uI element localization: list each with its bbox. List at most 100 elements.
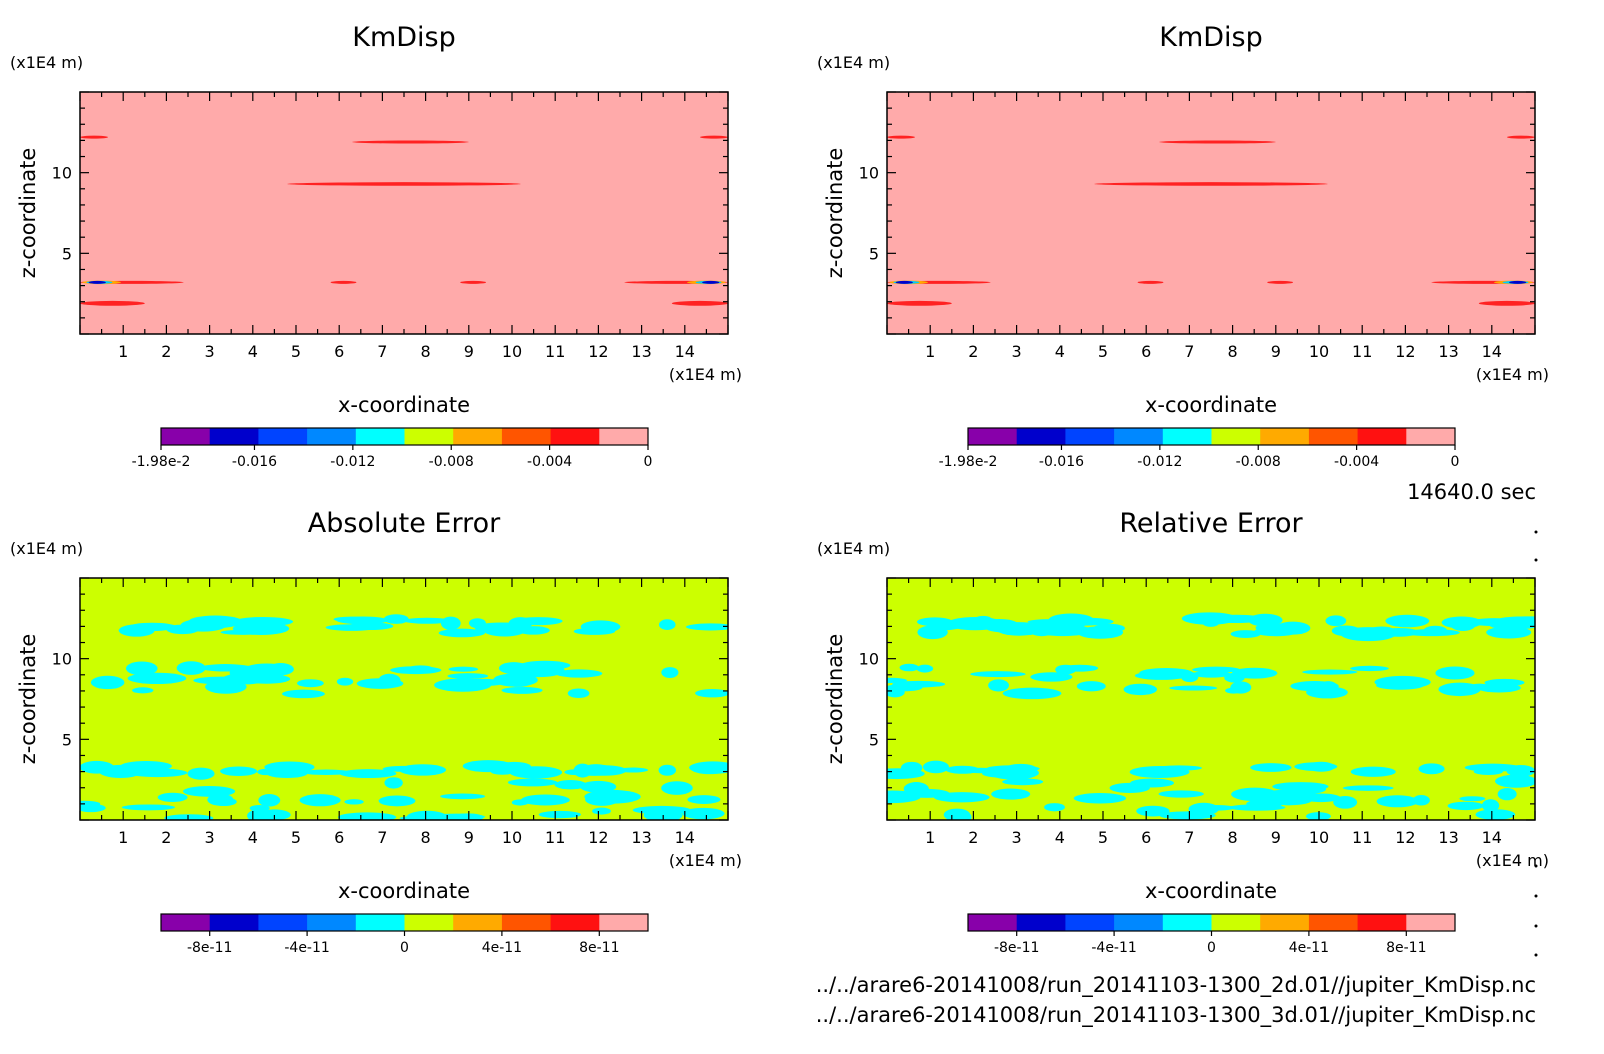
contour-feature — [1159, 140, 1276, 144]
error-blob — [1002, 687, 1062, 700]
contour-feature — [1509, 280, 1527, 284]
y-tick-label: 5 — [869, 244, 879, 263]
error-blob — [125, 661, 158, 676]
contour-feature — [699, 135, 728, 139]
error-blob — [521, 794, 570, 806]
x-tick-label: 1 — [925, 828, 935, 847]
x-unit-label: (x1E4 m) — [669, 851, 742, 870]
x-tick-label: 7 — [1184, 828, 1194, 847]
colorbar-tick-label: 0 — [400, 940, 409, 956]
error-blob — [694, 765, 728, 772]
error-blob — [440, 793, 486, 800]
error-blob — [1497, 787, 1517, 801]
colorbar: -8e-11 -4e-11 0 4e-11 8e-11 — [160, 913, 649, 956]
error-blob — [90, 675, 125, 690]
colorbar-swatch — [161, 428, 211, 445]
colorbar-tick-label: -0.016 — [1039, 454, 1084, 470]
x-tick-label: 11 — [545, 828, 565, 847]
x-tick-label: 11 — [1352, 342, 1372, 361]
time-dots — [1534, 530, 1538, 957]
x-tick-label: 7 — [1184, 342, 1194, 361]
error-blob — [356, 678, 404, 689]
error-blob — [447, 673, 489, 679]
x-tick-label: 7 — [377, 828, 387, 847]
error-blob — [988, 679, 1010, 692]
error-blob — [399, 764, 447, 776]
contour-field — [887, 135, 1535, 306]
colorbar-swatch — [1357, 914, 1407, 931]
error-blob — [205, 680, 247, 694]
x-tick-label: 6 — [334, 342, 344, 361]
file-path-3d: ../../arare6-20141008/run_20141103-1300_… — [816, 1003, 1536, 1028]
error-blob — [498, 662, 529, 675]
error-blob — [299, 794, 341, 807]
x-tick-label: 13 — [1438, 342, 1458, 361]
error-blob — [1331, 625, 1361, 637]
error-blob — [1158, 790, 1204, 798]
error-blob — [384, 777, 403, 789]
colorbar-swatch — [550, 428, 600, 445]
error-blob — [991, 768, 1020, 779]
error-blob — [1342, 785, 1394, 791]
error-blob — [632, 805, 691, 815]
colorbar-swatch — [1016, 428, 1066, 445]
colorbar-swatch — [1114, 914, 1164, 931]
x-tick-label: 9 — [464, 828, 474, 847]
error-blob — [584, 789, 641, 804]
error-blob — [180, 618, 227, 632]
error-blob — [1169, 685, 1218, 691]
plot-background — [80, 92, 728, 334]
error-blob — [164, 814, 214, 820]
colorbar-tick-label: 0 — [1451, 454, 1460, 470]
error-blob — [1109, 782, 1150, 794]
error-blob — [336, 677, 354, 686]
error-blob — [282, 689, 325, 699]
error-blob — [1123, 683, 1158, 696]
error-blob — [658, 764, 677, 776]
contour-feature — [460, 280, 487, 284]
colorbar: -8e-11 -4e-11 0 4e-11 8e-11 — [967, 913, 1456, 956]
error-blob — [580, 780, 617, 793]
colorbar-tick-label: -8e-11 — [994, 940, 1039, 956]
contour-feature — [352, 140, 469, 144]
x-tick-label: 8 — [1228, 342, 1238, 361]
error-blob — [176, 661, 206, 675]
panel-title: KmDisp — [352, 22, 456, 53]
x-tick-label: 7 — [377, 342, 387, 361]
colorbar-swatch — [599, 428, 649, 445]
error-blob — [80, 760, 114, 774]
error-blob — [1073, 793, 1127, 804]
error-blob — [383, 614, 409, 624]
error-blob — [220, 766, 258, 776]
error-blob — [519, 660, 571, 670]
colorbar-tick-label: 8e-11 — [579, 940, 619, 956]
x-tick-label: 3 — [1012, 828, 1022, 847]
error-blob — [887, 790, 921, 804]
panel-title: Absolute Error — [308, 508, 501, 539]
error-blob — [1294, 762, 1338, 771]
error-blob — [132, 687, 154, 694]
contour-field — [80, 135, 728, 306]
error-blob — [1318, 681, 1338, 693]
x-tick-label: 8 — [1228, 828, 1238, 847]
error-blob — [970, 671, 1026, 678]
error-blob — [685, 623, 728, 631]
colorbar-swatch — [501, 914, 552, 931]
error-blob — [1302, 669, 1358, 675]
colorbar-swatch — [209, 914, 259, 931]
error-blob — [1275, 621, 1311, 635]
x-tick-label: 2 — [968, 342, 978, 361]
colorbar-swatch — [209, 428, 259, 445]
x-tick-label: 10 — [1309, 828, 1329, 847]
x-tick-label: 5 — [1098, 342, 1108, 361]
contour-feature — [1267, 280, 1294, 284]
colorbar-swatch — [1162, 428, 1212, 445]
colorbar-swatch — [1065, 914, 1115, 931]
error-blob — [567, 688, 590, 698]
contour-feature — [1478, 300, 1535, 306]
colorbar-swatch — [1162, 914, 1212, 931]
error-blob — [438, 628, 486, 638]
